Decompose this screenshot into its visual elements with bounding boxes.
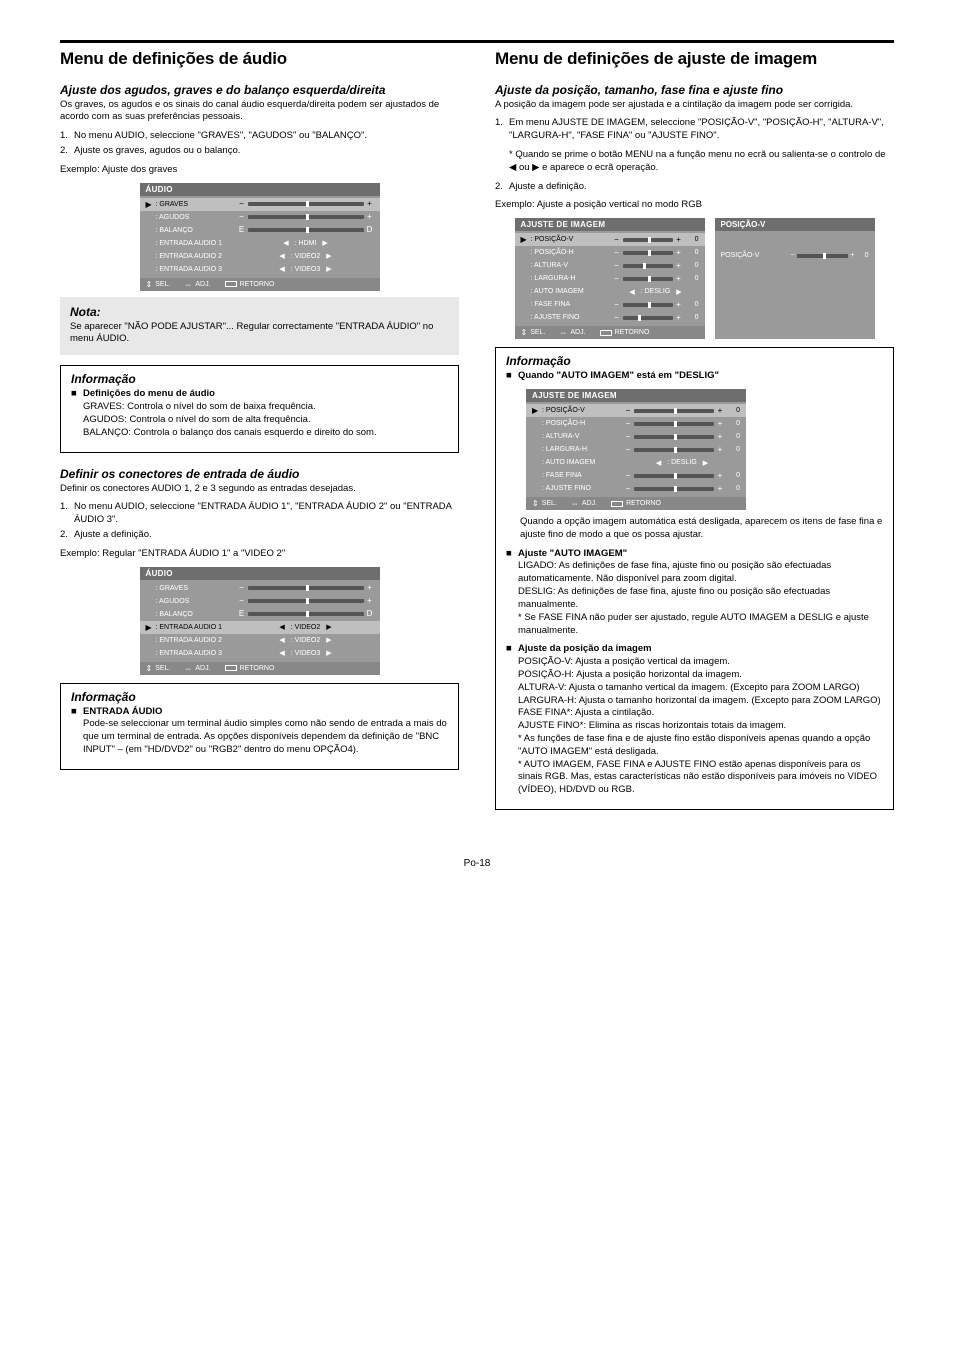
nota-box: Nota: Se aparecer "NÃO PODE AJUSTAR"... … <box>60 297 459 356</box>
step-num: 2. <box>60 145 74 158</box>
right-steps1: 1.Em menu AJUSTE DE IMAGEM, seleccione "… <box>495 117 894 143</box>
info-item: ■ Ajuste "AUTO IMAGEM"LIGADO: As definiç… <box>506 548 883 638</box>
right-p2: * Quando se prime o botão MENU na a funç… <box>509 149 894 175</box>
step-txt: Ajuste os graves, agudos ou o balanço. <box>74 145 459 158</box>
info-text: Definições do menu de áudioGRAVES: Contr… <box>83 388 448 439</box>
info-text: ENTRADA ÁUDIOPode-se seleccionar um term… <box>83 706 448 757</box>
right-column: Menu de definições de ajuste de imagem A… <box>495 49 894 818</box>
step-txt: Ajuste a definição. <box>509 181 894 194</box>
osd-adjust-1: AJUSTE DE IMAGEM▶: POSIÇÃO-V−+0: POSIÇÃO… <box>515 218 705 339</box>
step-num: 1. <box>60 130 74 143</box>
left-sub1: Ajuste dos agudos, graves e do balanço e… <box>60 83 459 97</box>
left-column: Menu de definições de áudio Ajuste dos a… <box>60 49 459 818</box>
info-item: ■ Quando "AUTO IMAGEM" está em "DESLIG" <box>506 370 883 383</box>
right-steps1b: 2.Ajuste a definição. <box>495 181 894 194</box>
step-txt: No menu AUDIO, seleccione "ENTRADA ÁUDIO… <box>74 501 459 527</box>
step-num: 2. <box>60 529 74 542</box>
left-example2: Exemplo: Regular "ENTRADA ÁUDIO 1" a "VI… <box>60 548 459 561</box>
step-txt: Ajuste a definição. <box>74 529 459 542</box>
osd-side-panel: POSIÇÃO-VPOSIÇÃO-V−+0 <box>715 218 875 339</box>
step-num: 1. <box>495 117 509 143</box>
right-p1: A posição da imagem pode ser ajustada e … <box>495 99 894 112</box>
square-bullet-icon: ■ <box>506 548 518 638</box>
osd-pair: AJUSTE DE IMAGEM▶: POSIÇÃO-V−+0: POSIÇÃO… <box>495 218 894 339</box>
square-bullet-icon: ■ <box>506 643 518 797</box>
left-steps1: 1.No menu AUDIO, seleccione "GRAVES", "A… <box>60 130 459 158</box>
info-text: Ajuste da posição da imagemPOSIÇÃO-V: Aj… <box>518 643 883 797</box>
left-p2: Definir os conectores AUDIO 1, 2 e 3 seg… <box>60 483 459 496</box>
info-text: Ajuste "AUTO IMAGEM"LIGADO: As definiçõe… <box>518 548 883 638</box>
info-tail: Quando a opção imagem automática está de… <box>520 516 883 542</box>
left-h1: Menu de definições de áudio <box>60 49 459 69</box>
left-steps2: 1.No menu AUDIO, seleccione "ENTRADA ÁUD… <box>60 501 459 541</box>
step-num: 2. <box>495 181 509 194</box>
nota-hd: Nota: <box>70 305 449 319</box>
left-p1: Os graves, os agudos e os sinais do cana… <box>60 99 459 125</box>
step-txt: Em menu AJUSTE DE IMAGEM, seleccione "PO… <box>509 117 894 143</box>
osd-audio-1: ÁUDIO▶: GRAVES−+: AGUDOS−+: BALANÇOED: E… <box>140 183 380 291</box>
step-txt: No menu AUDIO, seleccione "GRAVES", "AGU… <box>74 130 459 143</box>
info-item: ■ Ajuste da posição da imagemPOSIÇÃO-V: … <box>506 643 883 797</box>
info-box-1: Informação ■ Definições do menu de áudio… <box>60 365 459 452</box>
info-item: ■ ENTRADA ÁUDIOPode-se seleccionar um te… <box>71 706 448 757</box>
right-example: Exemplo: Ajuste a posição vertical no mo… <box>495 199 894 212</box>
two-columns: Menu de definições de áudio Ajuste dos a… <box>60 49 894 818</box>
info-box-3: Informação ■ Quando "AUTO IMAGEM" está e… <box>495 347 894 810</box>
right-h1: Menu de definições de ajuste de imagem <box>495 49 894 69</box>
left-example1: Exemplo: Ajuste dos graves <box>60 164 459 177</box>
right-sub1: Ajuste da posição, tamanho, fase fina e … <box>495 83 894 97</box>
info-text: Quando "AUTO IMAGEM" está em "DESLIG" <box>518 370 883 383</box>
square-bullet-icon: ■ <box>71 706 83 757</box>
square-bullet-icon: ■ <box>71 388 83 439</box>
page-number: Po-18 <box>60 858 894 869</box>
left-sub2: Definir os conectores de entrada de áudi… <box>60 467 459 481</box>
osd-audio-2: ÁUDIO: GRAVES−+: AGUDOS−+: BALANÇOED▶: E… <box>140 567 380 675</box>
info-item: ■ Definições do menu de áudioGRAVES: Con… <box>71 388 448 439</box>
osd-adjust-in-info: AJUSTE DE IMAGEM▶: POSIÇÃO-V−+0: POSIÇÃO… <box>526 389 746 510</box>
info-box-2: Informação ■ ENTRADA ÁUDIOPode-se selecc… <box>60 683 459 770</box>
info-hd: Informação <box>506 354 883 368</box>
top-rule <box>60 40 894 43</box>
info-hd: Informação <box>71 690 448 704</box>
square-bullet-icon: ■ <box>506 370 518 383</box>
nota-text: Se aparecer "NÃO PODE AJUSTAR"... Regula… <box>70 321 449 346</box>
step-num: 1. <box>60 501 74 527</box>
info-hd: Informação <box>71 372 448 386</box>
